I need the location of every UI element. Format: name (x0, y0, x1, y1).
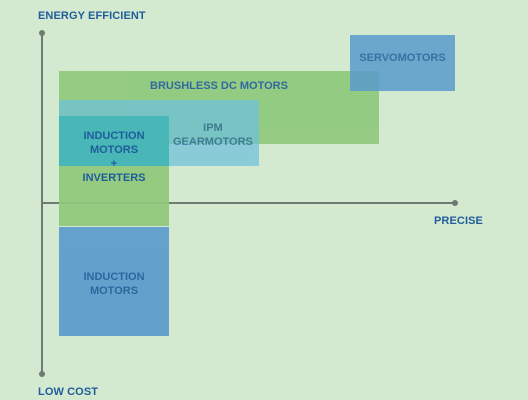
vertical-axis-top-dot (39, 30, 45, 36)
region-servomotors-label: SERVOMOTORS (359, 52, 446, 64)
region-induction-motors: INDUCTION MOTORS (59, 227, 169, 336)
region-induction-motors-inverters-text: INDUCTION MOTORS + INVERTERS (59, 116, 169, 226)
axis-label-precise: PRECISE (434, 215, 483, 227)
horizontal-axis (42, 202, 456, 204)
vertical-axis-bottom-dot (39, 371, 45, 377)
region-servomotors: SERVOMOTORS (350, 35, 455, 91)
axis-label-low-cost: LOW COST (38, 386, 99, 398)
horizontal-axis-end-dot (452, 200, 458, 206)
region-induction-motors-inverters-label: INDUCTION MOTORS + INVERTERS (82, 130, 146, 184)
region-brushless-dc-motors-label: BRUSHLESS DC MOTORS (150, 80, 288, 92)
axis-label-energy-efficient: ENERGY EFFICIENT (38, 10, 146, 22)
region-ipm-gearmotors-label: IPM GEARMOTORS (173, 122, 253, 148)
region-induction-inverters-overlap (59, 116, 169, 166)
region-induction-motors-label: INDUCTION MOTORS (83, 271, 145, 297)
